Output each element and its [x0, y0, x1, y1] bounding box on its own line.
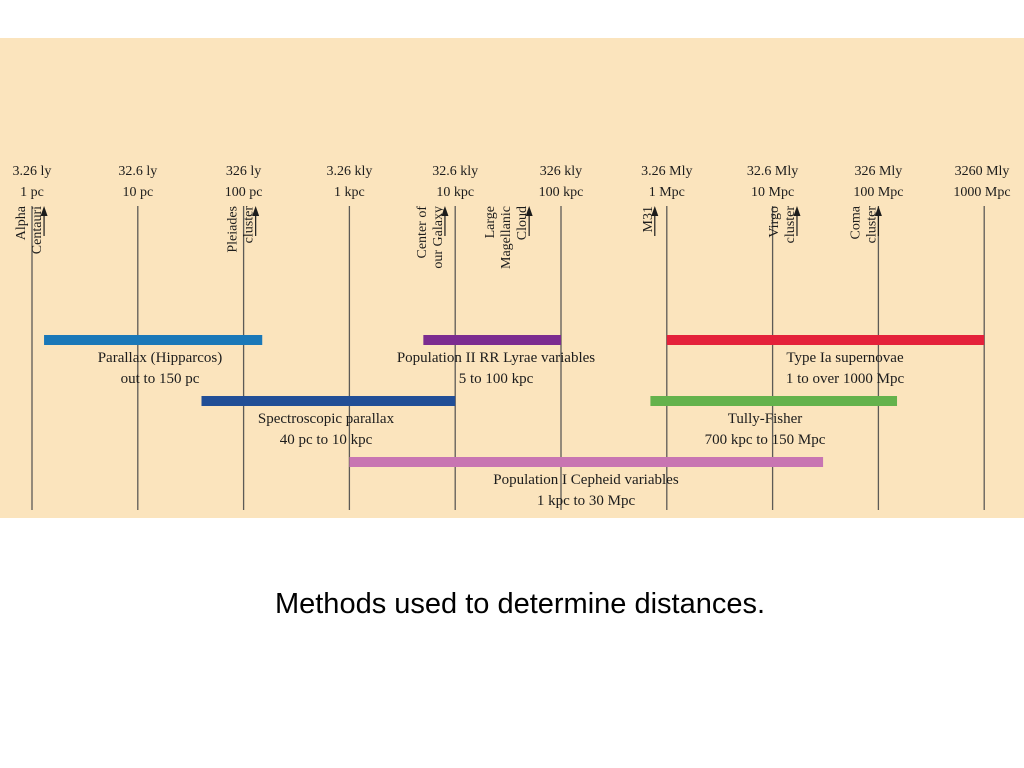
- tick-label-ly: 326 ly: [226, 164, 261, 179]
- method-tully-fisher: Tully-Fisher 700 kpc to 150 Mpc: [650, 396, 898, 448]
- method-population-ii-rr-lyrae: Population II RR Lyrae variables 5 to 100…: [397, 335, 595, 387]
- object-marker-coma-cluster: Coma cluster: [848, 205, 882, 243]
- method-range-label: out to 150 pc: [121, 371, 200, 387]
- tick-label-pc: 1 kpc: [334, 185, 365, 200]
- object-marker-large-magellanic-cloud: Large Magellanic Cloud: [483, 206, 533, 269]
- method-label: Spectroscopic parallax: [258, 411, 395, 427]
- object-label: cluster: [242, 206, 257, 244]
- arrowhead-icon: [651, 206, 659, 216]
- object-label: Centauri: [30, 206, 45, 254]
- tick-label-ly: 3260 Mly: [955, 164, 1010, 179]
- tick-label-pc: 10 pc: [122, 185, 153, 200]
- method-range-bar: [44, 335, 263, 345]
- object-label: Magellanic: [499, 206, 514, 269]
- method-range-bar: [666, 335, 985, 345]
- method-label: Parallax (Hipparcos): [98, 350, 223, 366]
- tick-label-ly: 32.6 ly: [118, 164, 157, 179]
- tick-label-ly: 32.6 Mly: [747, 164, 798, 179]
- tick-label-pc: 1000 Mpc: [953, 185, 1010, 200]
- method-range-label: 40 pc to 10 kpc: [280, 432, 373, 448]
- arrowhead-icon: [252, 206, 260, 216]
- arrowhead-icon: [793, 206, 801, 216]
- object-label: cluster: [783, 206, 798, 244]
- tick-label-pc: 100 Mpc: [853, 185, 903, 200]
- tick-label-ly: 3.26 Mly: [641, 164, 692, 179]
- object-marker-virgo-cluster: Virgo cluster: [767, 206, 801, 244]
- object-label: Pleiades: [226, 206, 241, 253]
- method-population-i-cepheid: Population I Cepheid variables 1 kpc to 3…: [349, 457, 824, 509]
- method-label: Population I Cepheid variables: [493, 472, 679, 488]
- method-label: Population II RR Lyrae variables: [397, 350, 595, 366]
- object-label: M31: [641, 206, 656, 232]
- object-label: Center of: [415, 206, 430, 259]
- arrowhead-icon: [525, 206, 533, 216]
- object-label: Virgo: [767, 206, 782, 238]
- tick-label-pc: 1 Mpc: [649, 185, 685, 200]
- method-range-bar: [201, 396, 456, 406]
- object-marker-m31: M31: [641, 206, 659, 236]
- method-spectroscopic-parallax: Spectroscopic parallax 40 pc to 10 kpc: [201, 396, 456, 448]
- object-label: our Galaxy: [431, 206, 446, 269]
- method-range-label: 5 to 100 kpc: [459, 371, 534, 387]
- object-label: cluster: [864, 206, 879, 244]
- object-marker-pleiades-cluster: Pleiades cluster: [226, 206, 260, 253]
- tick-label-ly: 326 Mly: [854, 164, 902, 179]
- method-range-bar: [650, 396, 898, 406]
- method-label: Type Ia supernovae: [786, 350, 904, 366]
- method-range-bar: [423, 335, 561, 345]
- method-label: Tully-Fisher: [728, 411, 802, 427]
- arrowhead-icon: [40, 206, 48, 216]
- distance-ladder-panel: 3.26 ly 1 pc 32.6 ly 10 pc 326 ly 100 pc 3.26 …: [0, 38, 1024, 518]
- tick-label-pc: 10 Mpc: [751, 185, 794, 200]
- method-type-ia-supernovae: Type Ia supernovae 1 to over 1000 Mpc: [666, 335, 985, 387]
- caption: Methods used to determine distances.: [274, 588, 766, 620]
- object-label: Large: [483, 206, 498, 238]
- object-label: Coma: [848, 205, 863, 239]
- tick-label-ly: 3.26 ly: [13, 164, 52, 179]
- arrowhead-icon: [874, 206, 882, 216]
- method-range-bar: [349, 457, 824, 467]
- method-range-label: 1 to over 1000 Mpc: [786, 371, 905, 387]
- arrowhead-icon: [441, 206, 449, 216]
- tick-label-ly: 32.6 kly: [432, 164, 478, 179]
- tick-label-pc: 100 kpc: [539, 185, 584, 200]
- object-label: Cloud: [515, 206, 530, 240]
- distance-ladder-diagram: 3.26 ly 1 pc 32.6 ly 10 pc 326 ly 100 pc 3.26 …: [13, 164, 1011, 510]
- method-parallax-hipparcos: Parallax (Hipparcos) out to 150 pc: [44, 335, 263, 387]
- method-range-label: 700 kpc to 150 Mpc: [705, 432, 826, 448]
- object-marker-alpha-centauri: Alpha Centauri: [14, 205, 48, 254]
- tick-label-ly: 3.26 kly: [326, 164, 372, 179]
- tick-label-pc: 10 kpc: [436, 185, 474, 200]
- tick-label-pc: 1 pc: [20, 185, 44, 200]
- tick-label-pc: 100 pc: [225, 185, 263, 200]
- tick-label-ly: 326 kly: [540, 164, 582, 179]
- method-range-label: 1 kpc to 30 Mpc: [537, 493, 636, 509]
- object-marker-center-of-our-galaxy: Center of our Galaxy: [415, 206, 449, 269]
- object-label: Alpha: [14, 205, 29, 240]
